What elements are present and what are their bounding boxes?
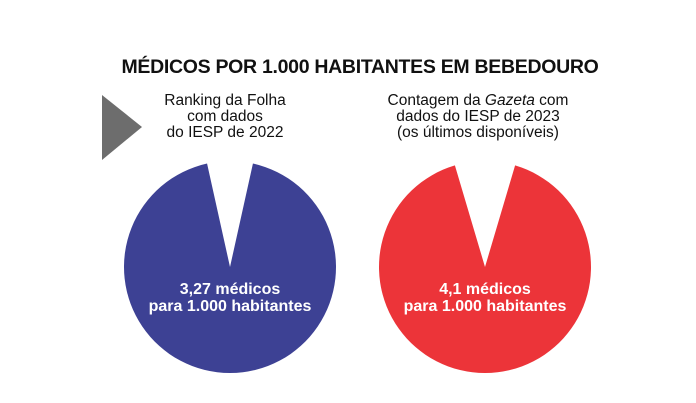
pie-label-line1: 4,1 médicos [439,281,531,298]
pie-blue-medicos-folha [123,163,337,373]
subtitle-italic: Gazeta [484,92,535,109]
subtitle-line: (os últimos disponíveis) [397,124,559,141]
subtitle-left: Ranking da Folha com dados do IESP de 20… [95,93,355,141]
play-triangle-icon [102,95,142,160]
subtitle-line: com dados [187,108,263,125]
subtitle-line: do IESP de 2022 [166,124,284,141]
subtitle-text: com [534,92,569,109]
pie-red-medicos-gazeta [379,165,592,373]
pie-label-line1: 3,27 médicos [180,281,281,298]
pie-label-line2: para 1.000 habitantes [404,298,567,315]
pie-label-line2: para 1.000 habitantes [149,298,312,315]
subtitle-line: Contagem da Gazeta com [348,93,608,109]
subtitle-right: Contagem da Gazeta com dados do IESP de … [348,93,608,141]
chart-title: MÉDICOS POR 1.000 HABITANTES EM BEBEDOUR… [121,56,599,78]
subtitle-text: Contagem da [387,92,485,109]
subtitle-line: dados do IESP de 2023 [396,108,560,125]
subtitle-line: Ranking da Folha [164,92,286,109]
